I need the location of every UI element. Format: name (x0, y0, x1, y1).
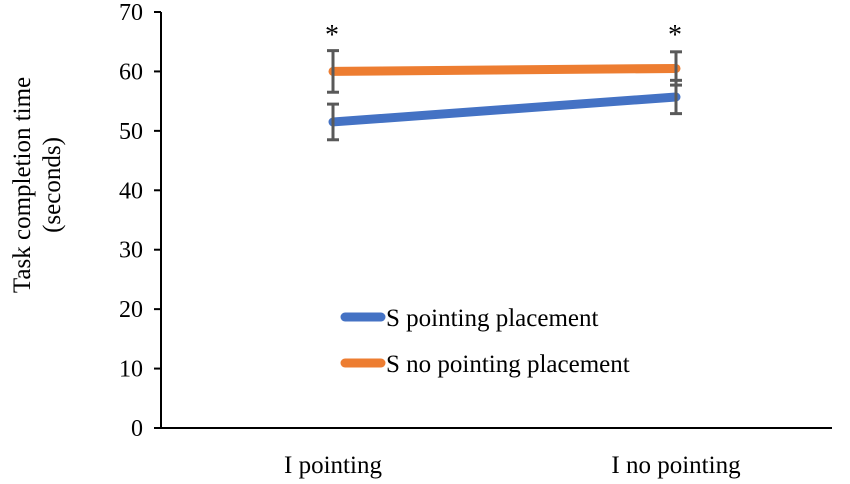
series-layer (328, 63, 681, 127)
legend: S pointing placement S no pointing placem… (340, 305, 630, 378)
series-line-2 (328, 63, 681, 76)
legend-label: S no pointing placement (386, 351, 630, 378)
error-bar (327, 102, 339, 142)
series-line-1 (328, 92, 681, 127)
significance-asterisk: * (325, 20, 339, 51)
x-tick-labels: I pointing I no pointing (284, 452, 741, 479)
y-tick-label-70: 70 (119, 0, 143, 26)
y-tick-label-30: 30 (119, 238, 143, 264)
y-axis-title: Task completion time (seconds) (9, 77, 66, 293)
y-axis-title-line: (seconds) (39, 137, 66, 233)
legend-item: S pointing placement (340, 305, 599, 332)
y-axis-title-line: Task completion time (9, 77, 36, 293)
y-ticks: 0 10 20 30 40 50 60 70 (119, 0, 161, 442)
y-tick-label-20: 20 (119, 297, 143, 323)
error-bars (327, 49, 682, 142)
x-tick-label: I no pointing (611, 452, 741, 479)
y-tick-label-10: 10 (119, 357, 143, 383)
error-bar (327, 49, 339, 94)
significance-asterisk: * (668, 20, 682, 51)
axes (160, 12, 832, 429)
y-tick-label-60: 60 (119, 59, 143, 85)
y-tick-label-0: 0 (131, 416, 143, 442)
legend-item: S no pointing placement (340, 351, 630, 378)
legend-label: S pointing placement (386, 305, 599, 332)
x-tick-label: I pointing (284, 452, 382, 479)
y-tick-label-50: 50 (119, 119, 143, 145)
y-tick-label-40: 40 (119, 178, 143, 204)
significance-markers: * * (325, 20, 682, 51)
error-bar (670, 50, 682, 87)
